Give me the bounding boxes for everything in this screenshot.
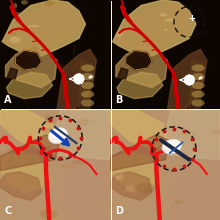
Polygon shape (57, 49, 96, 110)
Ellipse shape (0, 180, 19, 185)
Polygon shape (110, 152, 156, 192)
Ellipse shape (164, 146, 174, 152)
Polygon shape (0, 110, 110, 220)
Polygon shape (7, 68, 18, 79)
Polygon shape (117, 68, 128, 79)
Polygon shape (116, 3, 192, 50)
Ellipse shape (164, 29, 168, 31)
Ellipse shape (21, 0, 28, 5)
Ellipse shape (114, 171, 124, 180)
Ellipse shape (164, 18, 176, 22)
Ellipse shape (81, 91, 94, 98)
Ellipse shape (71, 160, 87, 165)
Ellipse shape (192, 91, 205, 98)
Ellipse shape (119, 147, 137, 151)
Polygon shape (15, 50, 42, 70)
Polygon shape (60, 149, 110, 220)
Text: D: D (115, 206, 123, 216)
Polygon shape (79, 60, 92, 110)
Polygon shape (6, 3, 81, 50)
Circle shape (74, 74, 84, 84)
Ellipse shape (116, 175, 124, 180)
Text: #: # (87, 75, 92, 80)
Polygon shape (189, 60, 202, 110)
Ellipse shape (174, 200, 183, 204)
Ellipse shape (138, 33, 141, 40)
Ellipse shape (192, 99, 205, 106)
Ellipse shape (160, 15, 168, 17)
Ellipse shape (180, 131, 198, 136)
Ellipse shape (44, 0, 55, 7)
Polygon shape (117, 72, 163, 99)
Ellipse shape (13, 3, 17, 8)
Polygon shape (0, 110, 57, 149)
Ellipse shape (81, 73, 94, 80)
Ellipse shape (45, 116, 54, 123)
Ellipse shape (200, 162, 208, 171)
Ellipse shape (136, 183, 155, 193)
Polygon shape (0, 135, 60, 171)
Ellipse shape (53, 215, 70, 220)
Ellipse shape (6, 148, 24, 154)
Text: C: C (4, 206, 12, 216)
Text: +: + (188, 14, 195, 23)
Polygon shape (113, 0, 196, 57)
Ellipse shape (42, 177, 53, 181)
Ellipse shape (104, 202, 114, 210)
Ellipse shape (41, 128, 56, 133)
Ellipse shape (81, 99, 94, 106)
Ellipse shape (210, 130, 220, 134)
Ellipse shape (9, 32, 16, 36)
Ellipse shape (81, 64, 94, 72)
Polygon shape (110, 110, 220, 220)
Ellipse shape (138, 138, 157, 142)
Circle shape (184, 75, 194, 85)
Ellipse shape (192, 82, 205, 89)
Polygon shape (116, 46, 167, 88)
Ellipse shape (160, 13, 166, 16)
Polygon shape (49, 110, 110, 160)
Ellipse shape (13, 12, 22, 15)
Ellipse shape (128, 46, 138, 49)
Polygon shape (126, 50, 152, 70)
Ellipse shape (29, 46, 39, 51)
Polygon shape (167, 49, 207, 110)
Ellipse shape (0, 151, 9, 161)
Ellipse shape (9, 36, 20, 43)
Polygon shape (110, 110, 167, 149)
Ellipse shape (28, 25, 39, 28)
Polygon shape (6, 46, 57, 88)
Ellipse shape (79, 118, 89, 126)
Polygon shape (110, 135, 171, 171)
Ellipse shape (118, 144, 128, 152)
Text: B: B (115, 95, 122, 105)
Ellipse shape (192, 64, 205, 72)
Ellipse shape (116, 31, 124, 38)
Polygon shape (0, 152, 46, 192)
Ellipse shape (40, 209, 58, 219)
Text: #: # (198, 76, 203, 81)
Polygon shape (7, 72, 53, 99)
Polygon shape (0, 172, 42, 200)
Ellipse shape (81, 82, 94, 89)
Ellipse shape (48, 128, 68, 144)
Polygon shape (171, 149, 220, 220)
Ellipse shape (128, 15, 139, 20)
Polygon shape (160, 110, 220, 160)
Ellipse shape (126, 185, 134, 192)
Ellipse shape (59, 164, 75, 169)
Polygon shape (110, 172, 152, 200)
Polygon shape (0, 0, 110, 110)
Text: A: A (4, 95, 12, 105)
Polygon shape (110, 0, 220, 110)
Ellipse shape (162, 139, 181, 154)
Polygon shape (2, 0, 85, 57)
Ellipse shape (192, 73, 205, 80)
